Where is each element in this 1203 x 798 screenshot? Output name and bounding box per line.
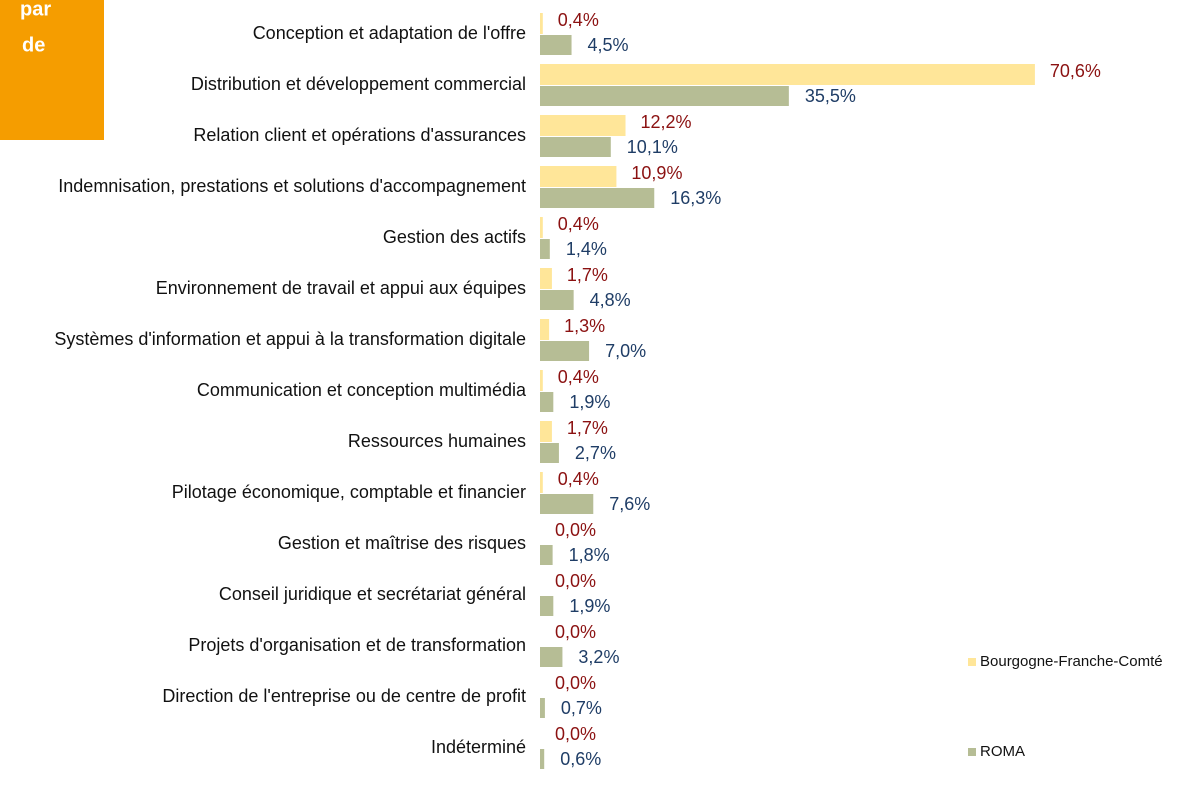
value-label: 1,9% bbox=[569, 392, 610, 412]
value-label: 10,1% bbox=[627, 137, 678, 157]
bar bbox=[540, 268, 552, 289]
category-label: Gestion des actifs bbox=[383, 227, 526, 247]
value-label: 35,5% bbox=[805, 86, 856, 106]
bar bbox=[540, 596, 554, 616]
value-label: 0,6% bbox=[560, 749, 601, 769]
annotation: par bbox=[20, 0, 51, 20]
value-label: 7,6% bbox=[609, 494, 650, 514]
bar bbox=[540, 137, 611, 157]
header-box bbox=[0, 0, 104, 140]
category-label: Indemnisation, prestations et solutions … bbox=[58, 176, 526, 196]
value-label: 0,0% bbox=[555, 520, 596, 540]
value-label: 70,6% bbox=[1050, 61, 1101, 81]
category-label: Projets d'organisation et de transformat… bbox=[188, 635, 526, 655]
bar bbox=[540, 166, 617, 187]
value-label: 0,4% bbox=[558, 214, 599, 234]
category-label: Communication et conception multimédia bbox=[197, 380, 527, 400]
category-label: Ressources humaines bbox=[348, 431, 526, 451]
bar bbox=[540, 494, 594, 514]
legend-swatch bbox=[968, 748, 976, 756]
bar bbox=[540, 749, 545, 769]
bar bbox=[540, 64, 1035, 85]
value-label: 0,0% bbox=[555, 571, 596, 591]
bar bbox=[540, 392, 554, 412]
value-label: 1,9% bbox=[569, 596, 610, 616]
value-label: 1,8% bbox=[569, 545, 610, 565]
category-label: Distribution et développement commercial bbox=[191, 74, 526, 94]
bar bbox=[540, 188, 655, 208]
value-label: 1,7% bbox=[567, 265, 608, 285]
category-label: Direction de l'entreprise ou de centre d… bbox=[162, 686, 526, 706]
bar bbox=[540, 115, 626, 136]
bar bbox=[540, 290, 574, 310]
value-label: 7,0% bbox=[605, 341, 646, 361]
value-label: 16,3% bbox=[670, 188, 721, 208]
bar bbox=[540, 13, 543, 34]
category-label: Indéterminé bbox=[431, 737, 526, 757]
value-label: 1,3% bbox=[564, 316, 605, 336]
legend-label: ROMA bbox=[980, 743, 1025, 760]
bar bbox=[540, 217, 543, 238]
value-label: 0,7% bbox=[561, 698, 602, 718]
category-label: Conception et adaptation de l'offre bbox=[253, 23, 526, 43]
value-label: 0,4% bbox=[558, 469, 599, 489]
bar bbox=[540, 341, 590, 361]
bar bbox=[540, 472, 543, 493]
value-label: 0,4% bbox=[558, 10, 599, 30]
bar bbox=[540, 545, 553, 565]
category-label: Systèmes d'information et appui à la tra… bbox=[54, 329, 526, 349]
bar bbox=[540, 370, 543, 391]
value-label: 4,5% bbox=[588, 35, 629, 55]
bar bbox=[540, 319, 550, 340]
bar bbox=[540, 647, 563, 667]
bar bbox=[540, 35, 572, 55]
legend-label: Bourgogne-Franche-Comté bbox=[980, 653, 1163, 670]
value-label: 0,0% bbox=[555, 622, 596, 642]
value-label: 4,8% bbox=[590, 290, 631, 310]
category-label: Gestion et maîtrise des risques bbox=[278, 533, 526, 553]
annotation: de bbox=[22, 34, 45, 56]
value-label: 1,4% bbox=[566, 239, 607, 259]
value-label: 1,7% bbox=[567, 418, 608, 438]
bar bbox=[540, 239, 550, 259]
bar bbox=[540, 443, 559, 463]
value-label: 0,0% bbox=[555, 673, 596, 693]
value-label: 0,0% bbox=[555, 724, 596, 744]
value-label: 12,2% bbox=[641, 112, 692, 132]
legend-swatch bbox=[968, 658, 976, 666]
category-label: Environnement de travail et appui aux éq… bbox=[156, 278, 526, 298]
category-label: Relation client et opérations d'assuranc… bbox=[193, 125, 526, 145]
bar bbox=[540, 421, 552, 442]
value-label: 2,7% bbox=[575, 443, 616, 463]
category-label: Conseil juridique et secrétariat général bbox=[219, 584, 526, 604]
value-label: 10,9% bbox=[631, 163, 682, 183]
bar bbox=[540, 698, 545, 718]
value-label: 0,4% bbox=[558, 367, 599, 387]
category-label: Pilotage économique, comptable et financ… bbox=[172, 482, 526, 502]
value-label: 3,2% bbox=[578, 647, 619, 667]
bar bbox=[540, 86, 789, 106]
